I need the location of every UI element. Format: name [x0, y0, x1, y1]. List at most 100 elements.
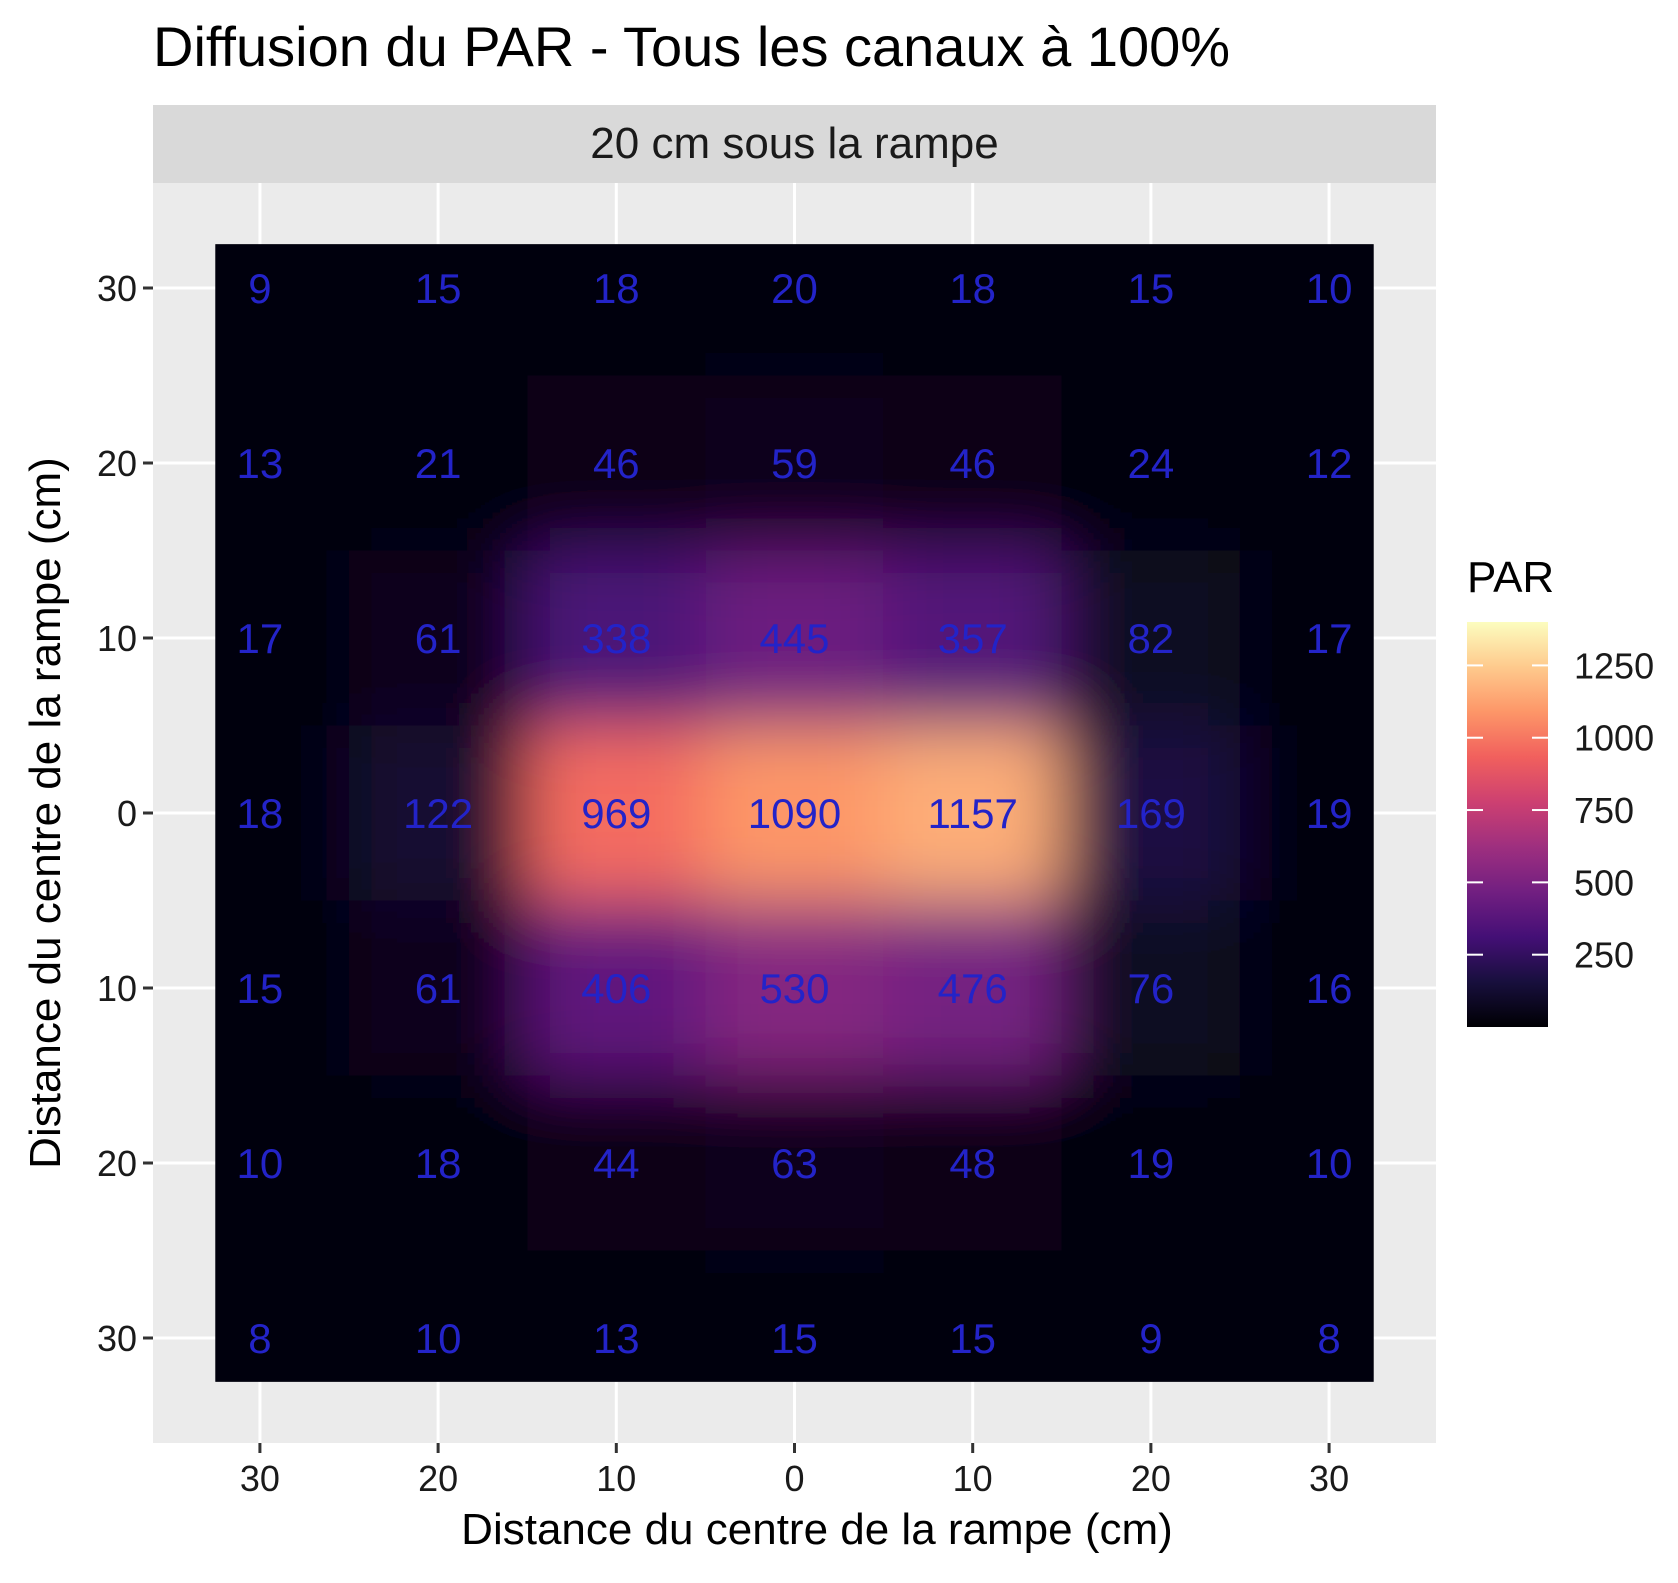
cell-value-label: 59: [771, 440, 818, 487]
legend-break-label: 750: [1574, 790, 1634, 831]
cell-value-label: 357: [938, 615, 1008, 662]
heatmap-cell: [883, 725, 1062, 901]
y-tick-label: 0: [117, 793, 137, 834]
heatmap-area: [215, 244, 1374, 1382]
cell-value-label: 82: [1128, 615, 1175, 662]
heatmap-cell: [349, 725, 528, 901]
heatmap-cell: [1239, 725, 1374, 901]
heatmap-cell: [215, 375, 350, 551]
x-tick-label: 10: [953, 1458, 993, 1499]
heatmap-cell: [215, 1075, 350, 1251]
cell-value-label: 18: [415, 1140, 462, 1187]
heatmap-cell: [527, 900, 706, 1076]
heatmap-cell: [1239, 375, 1374, 551]
cell-value-labels: 9 15 18 20 18 15 10 13 21 46 59 46 24 12 17 61 338 445 357…: [237, 265, 1353, 1362]
legend-title: PAR: [1467, 553, 1554, 602]
heatmap-cell: [527, 1250, 706, 1382]
facet-strip: [153, 105, 1436, 183]
heatmap-cell: [1061, 375, 1240, 551]
cell-value-label: 15: [415, 265, 462, 312]
cell-value-label: 76: [1128, 965, 1175, 1012]
heatmap-cell: [527, 725, 706, 901]
legend: PAR 1250 1000 750 500 250: [1467, 553, 1654, 1027]
cell-value-label: 15: [1128, 265, 1175, 312]
y-tick-label: 10: [97, 618, 137, 659]
chart-title: Diffusion du PAR - Tous les canaux à 100…: [153, 15, 1230, 78]
cell-value-label: 13: [593, 1315, 640, 1362]
heatmap-cell: [1239, 900, 1374, 1076]
cell-value-label: 9: [248, 265, 271, 312]
heatmap-cell: [215, 900, 350, 1076]
heatmap-cell: [215, 244, 350, 376]
x-tick-label: 30: [240, 1458, 280, 1499]
y-tick-label: 30: [97, 268, 137, 309]
heatmap-cell: [1061, 900, 1240, 1076]
heatmap-cell: [1061, 1250, 1240, 1382]
cell-value-label: 169: [1116, 790, 1186, 837]
cell-value-label: 445: [759, 615, 829, 662]
heatmap-cell: [705, 900, 884, 1076]
cell-value-label: 8: [1317, 1315, 1340, 1362]
cell-value-label: 46: [949, 440, 996, 487]
cell-value-label: 530: [759, 965, 829, 1012]
heatmap-cell: [527, 375, 706, 551]
heatmap-cell: [349, 244, 528, 376]
cell-value-label: 10: [1306, 1140, 1353, 1187]
cell-value-label: 1157: [928, 790, 1018, 837]
legend-break-label: 1250: [1574, 645, 1654, 686]
cell-value-label: 24: [1128, 440, 1175, 487]
heatmap-cell: [1239, 244, 1374, 376]
x-axis: 30 20 10 0 10 20 30: [240, 1443, 1349, 1499]
cell-value-label: 61: [415, 965, 462, 1012]
legend-break-label: 250: [1574, 935, 1634, 976]
heatmap-cell: [349, 1250, 528, 1382]
heatmap-cell: [705, 1250, 884, 1382]
heatmap-cell: [1061, 1075, 1240, 1251]
cell-value-label: 10: [1306, 265, 1353, 312]
y-axis-title: Distance du centre de la rampe (cm): [21, 457, 70, 1169]
y-tick-label: 30: [97, 1318, 137, 1359]
heatmap-cell: [215, 1250, 350, 1382]
y-tick-label: 20: [97, 1143, 137, 1184]
heatmap-cell: [1061, 244, 1240, 376]
heatmap-cell: [1239, 1075, 1374, 1251]
cell-value-label: 15: [949, 1315, 996, 1362]
y-tick-label: 20: [97, 443, 137, 484]
heatmap-cell: [1239, 1250, 1374, 1382]
heatmap-cell: [349, 1075, 528, 1251]
cell-value-label: 12: [1306, 440, 1353, 487]
heatmap-cell: [883, 550, 1062, 726]
cell-value-label: 13: [237, 440, 284, 487]
heatmap-cell: [883, 1250, 1062, 1382]
cell-value-label: 15: [237, 965, 284, 1012]
cell-value-label: 9: [1139, 1315, 1162, 1362]
cell-value-label: 18: [593, 265, 640, 312]
cell-value-label: 476: [938, 965, 1008, 1012]
cell-value-label: 17: [1306, 615, 1353, 662]
x-tick-label: 10: [596, 1458, 636, 1499]
heatmap-cell: [705, 725, 884, 901]
legend-break-label: 500: [1574, 862, 1634, 903]
heatmap-cell: [705, 550, 884, 726]
legend-colorbar: [1467, 622, 1548, 1027]
heatmap-cell: [527, 550, 706, 726]
heatmap-cell: [1061, 550, 1240, 726]
heatmap-cell: [883, 244, 1062, 376]
cell-value-label: 63: [771, 1140, 818, 1187]
x-axis-title: Distance du centre de la rampe (cm): [461, 1505, 1173, 1554]
cell-value-label: 406: [581, 965, 651, 1012]
heatmap-cell: [527, 1075, 706, 1251]
heatmap-cell: [1061, 725, 1240, 901]
cell-value-label: 969: [581, 790, 651, 837]
heatmap-cell: [705, 244, 884, 376]
cell-value-label: 15: [771, 1315, 818, 1362]
cell-value-label: 18: [949, 265, 996, 312]
y-tick-label: 10: [97, 968, 137, 1009]
cell-value-label: 1090: [748, 790, 841, 837]
heatmap-cell: [705, 375, 884, 551]
cell-value-label: 17: [237, 615, 284, 662]
heatmap-cell: [527, 244, 706, 376]
legend-break-label: 1000: [1574, 718, 1654, 759]
cell-value-label: 19: [1128, 1140, 1175, 1187]
